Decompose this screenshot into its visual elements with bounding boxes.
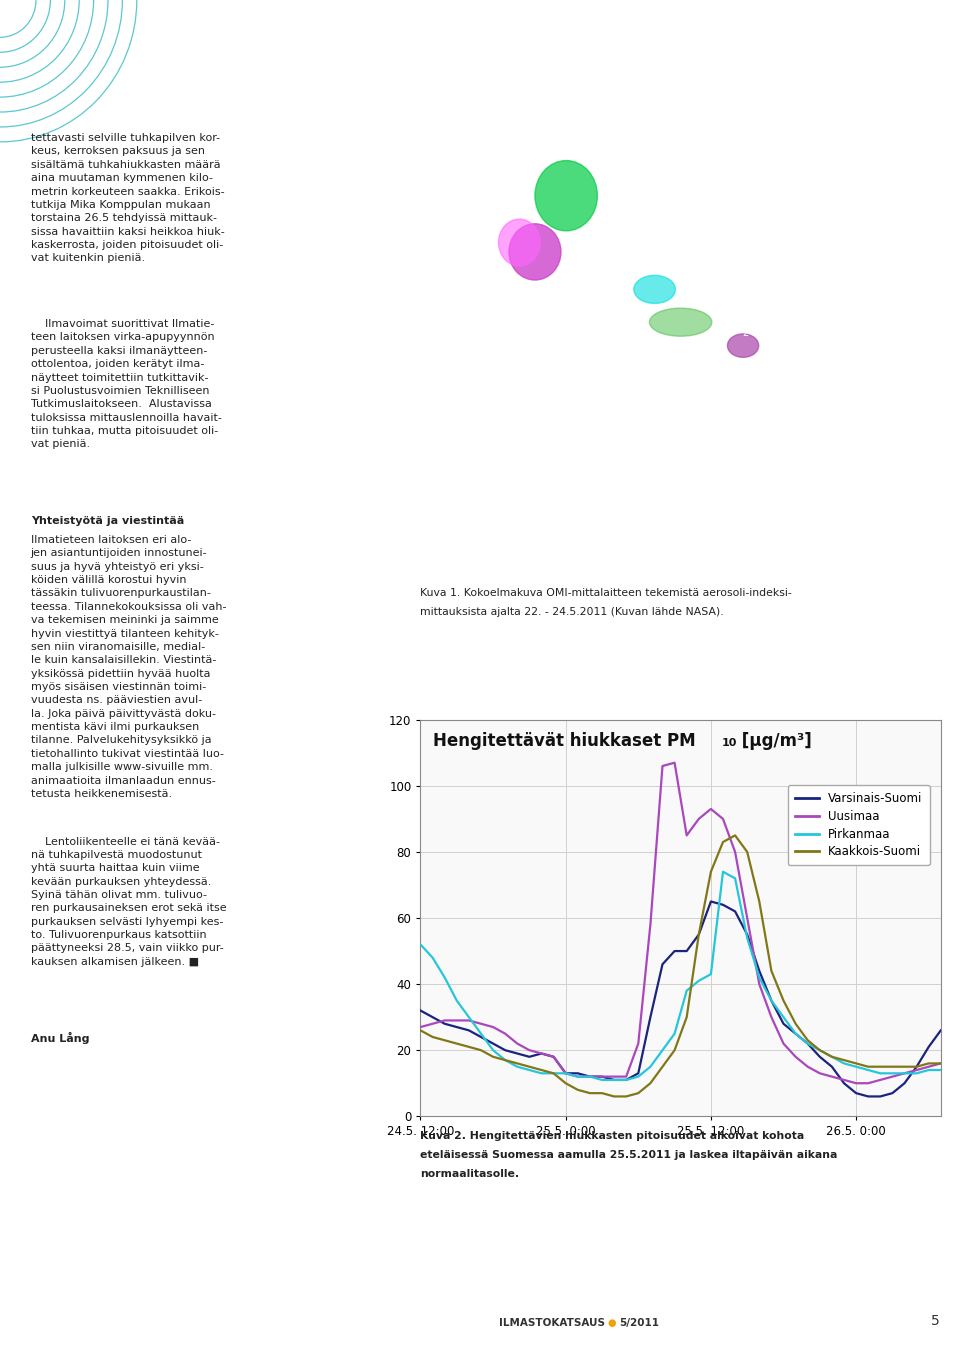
Text: tettavasti selville tuhkapilven kor-
keus, kerroksen paksuus ja sen
sisältämä tu: tettavasti selville tuhkapilven kor- keu…	[31, 133, 225, 263]
Ellipse shape	[498, 219, 540, 266]
Ellipse shape	[728, 334, 758, 357]
Text: 22 May: 22 May	[618, 197, 654, 206]
Text: 5/2011: 5/2011	[619, 1319, 660, 1328]
Text: Ilmatieteen laitoksen eri alo-
jen asiantuntijoiden innostunei-
suus ja hyvä yht: Ilmatieteen laitoksen eri alo- jen asian…	[31, 535, 227, 799]
Text: 10: 10	[721, 737, 736, 748]
Text: Lentoliikenteelle ei tänä kevää-
nä tuhkapilvestä muodostunut
yhtä suurta haitta: Lentoliikenteelle ei tänä kevää- nä tuhk…	[31, 837, 227, 967]
Ellipse shape	[649, 308, 712, 337]
Ellipse shape	[509, 224, 561, 280]
Text: Ilmavoimat suorittivat Ilmatie-
teen laitoksen virka-apupyynnön
perusteella kaks: Ilmavoimat suorittivat Ilmatie- teen lai…	[31, 319, 222, 449]
Text: Yhteistyötä ja viestintää: Yhteistyötä ja viestintää	[31, 516, 184, 526]
Text: 0.0   Index   6.0: 0.0 Index 6.0	[431, 568, 496, 577]
Text: normaalitasolle.: normaalitasolle.	[420, 1169, 519, 1179]
Text: [μg/m³]: [μg/m³]	[736, 732, 812, 750]
Text: ●: ●	[608, 1319, 616, 1328]
Text: Kuva 2. Hengitettävien hiukkasten pitoisuudet alkoivat kohota: Kuva 2. Hengitettävien hiukkasten pitois…	[420, 1131, 804, 1141]
Text: 23 May: 23 May	[577, 268, 612, 277]
Text: ILMASTOKATSAUS: ILMASTOKATSAUS	[499, 1319, 605, 1328]
Text: Grimsvotn 2011: Grimsvotn 2011	[431, 554, 498, 564]
Text: mittauksista ajalta 22. - 24.5.2011 (Kuvan lähde NASA).: mittauksista ajalta 22. - 24.5.2011 (Kuv…	[420, 607, 724, 617]
Text: 24 May: 24 May	[743, 329, 779, 338]
Text: Anu Lång: Anu Lång	[31, 1032, 89, 1044]
Text: 5: 5	[931, 1315, 940, 1328]
Text: Hengitettävät hiukkaset PM: Hengitettävät hiukkaset PM	[434, 732, 696, 750]
Text: Kuva 1. Kokoelmakuva OMI-mittalaitteen tekemistä aerosoli-indeksi-: Kuva 1. Kokoelmakuva OMI-mittalaitteen t…	[420, 588, 792, 598]
Text: eteläisessä Suomessa aamulla 25.5.2011 ja laskea iltapäivän aikana: eteläisessä Suomessa aamulla 25.5.2011 j…	[420, 1150, 838, 1160]
Legend: Varsinais-Suomi, Uusimaa, Pirkanmaa, Kaakkois-Suomi: Varsinais-Suomi, Uusimaa, Pirkanmaa, Kaa…	[788, 785, 929, 865]
Ellipse shape	[634, 276, 676, 303]
Ellipse shape	[535, 160, 597, 231]
